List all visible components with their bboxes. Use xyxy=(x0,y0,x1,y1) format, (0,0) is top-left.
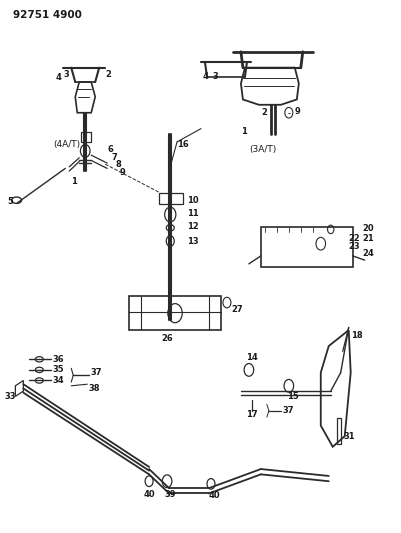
Text: 14: 14 xyxy=(246,353,257,362)
Text: 27: 27 xyxy=(230,305,242,314)
Text: 34: 34 xyxy=(53,376,64,385)
Text: 10: 10 xyxy=(186,196,198,205)
Text: 9: 9 xyxy=(119,167,125,176)
Text: 33: 33 xyxy=(4,392,16,401)
Text: (4A/T): (4A/T) xyxy=(53,140,80,149)
Text: 3: 3 xyxy=(63,70,69,79)
Text: 15: 15 xyxy=(286,392,298,401)
Text: 21: 21 xyxy=(362,235,373,244)
Text: 16: 16 xyxy=(176,140,188,149)
Text: 4: 4 xyxy=(203,72,209,81)
Text: 7: 7 xyxy=(111,154,117,163)
Text: 8: 8 xyxy=(115,160,121,169)
Text: 38: 38 xyxy=(88,384,100,393)
Text: (3A/T): (3A/T) xyxy=(248,146,275,155)
Text: 92751 4900: 92751 4900 xyxy=(13,10,82,20)
Bar xyxy=(336,418,340,444)
Text: 2: 2 xyxy=(105,70,111,79)
Text: 31: 31 xyxy=(343,432,354,441)
Bar xyxy=(81,132,91,142)
Text: 23: 23 xyxy=(348,242,359,251)
Text: 36: 36 xyxy=(53,355,64,364)
Text: 6: 6 xyxy=(107,146,113,155)
Text: 1: 1 xyxy=(71,177,77,186)
Text: 12: 12 xyxy=(186,222,198,231)
Text: 4: 4 xyxy=(55,73,61,82)
Text: 37: 37 xyxy=(90,368,101,377)
Text: 1: 1 xyxy=(240,127,246,136)
Text: 39: 39 xyxy=(164,490,175,499)
Text: 40: 40 xyxy=(143,490,154,499)
Text: 3: 3 xyxy=(212,72,217,81)
Text: 2: 2 xyxy=(260,108,266,117)
Text: 18: 18 xyxy=(350,331,361,340)
Text: 11: 11 xyxy=(186,209,198,218)
Text: 26: 26 xyxy=(161,334,172,343)
Text: 17: 17 xyxy=(246,410,257,419)
Text: 9: 9 xyxy=(294,107,300,116)
Text: 13: 13 xyxy=(186,237,198,246)
Text: 37: 37 xyxy=(282,406,294,415)
Text: 5: 5 xyxy=(7,197,13,206)
Text: 22: 22 xyxy=(348,235,360,244)
Bar xyxy=(159,193,182,204)
Text: 35: 35 xyxy=(53,366,64,374)
Text: 40: 40 xyxy=(209,491,220,500)
Text: 24: 24 xyxy=(362,249,373,259)
Text: 20: 20 xyxy=(362,224,373,233)
